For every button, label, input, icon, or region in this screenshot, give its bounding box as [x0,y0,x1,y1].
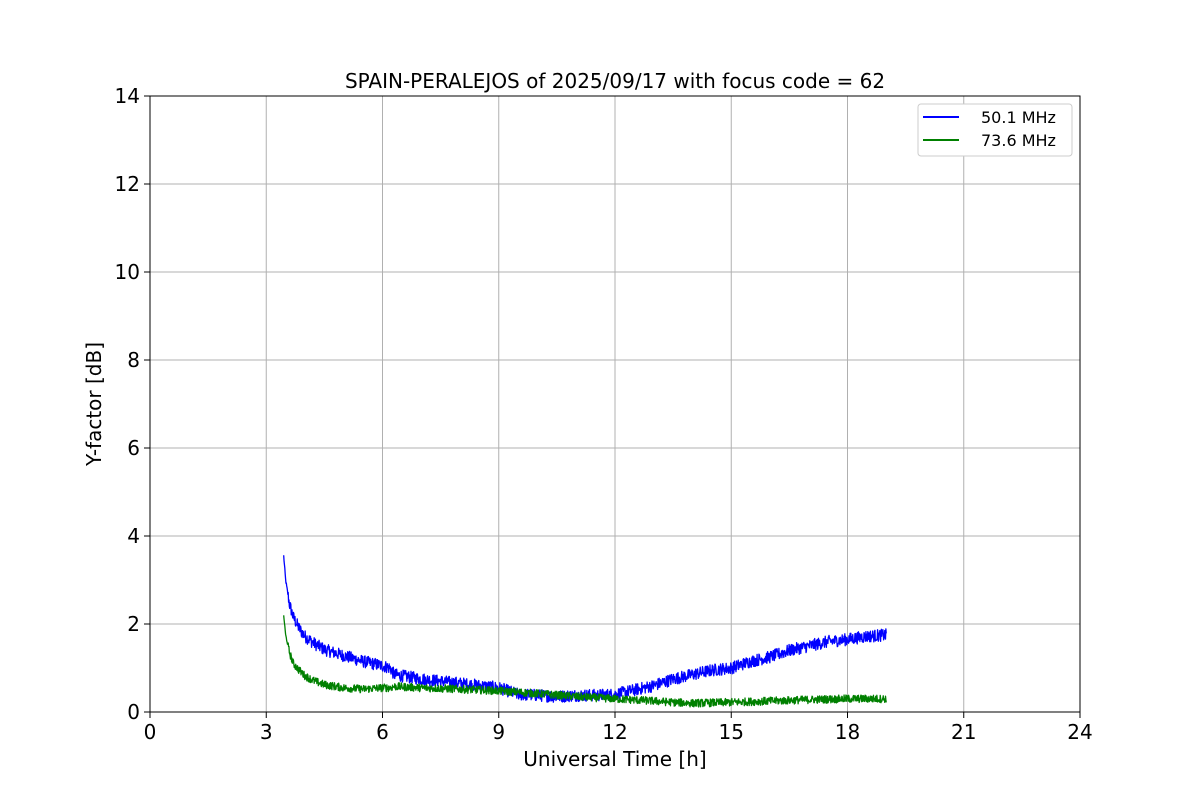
y-tick-label: 4 [127,524,140,548]
x-tick-label: 15 [719,720,744,744]
x-tick-label: 3 [260,720,273,744]
legend-label: 73.6 MHz [981,131,1056,150]
x-axis-label: Universal Time [h] [523,747,706,771]
chart-title: SPAIN-PERALEJOS of 2025/09/17 with focus… [345,69,885,93]
x-tick-label: 0 [144,720,157,744]
legend: 50.1 MHz 73.6 MHz [917,103,1073,157]
y-tick-label: 2 [127,612,140,636]
series-1 [283,615,887,708]
y-axis-label: Y-factor [dB] [82,342,106,467]
series-line [283,555,887,703]
y-tick-label: 14 [115,84,140,108]
y-tick-label: 12 [115,172,140,196]
y-tick-label: 0 [127,700,140,724]
x-tick-label: 21 [951,720,976,744]
y-tick-label: 10 [115,260,140,284]
series-0 [283,555,887,703]
series-layer [283,555,887,708]
x-tick-label: 6 [376,720,389,744]
series-line [283,615,887,708]
y-tick-label: 6 [127,436,140,460]
legend-label: 50.1 MHz [981,108,1056,127]
x-tick-label: 12 [602,720,627,744]
y-axis: 0 2 4 6 8 10 12 14 [115,84,150,724]
x-axis: 0 3 6 9 12 15 18 21 24 [144,712,1093,744]
y-tick-label: 8 [127,348,140,372]
x-tick-label: 9 [492,720,505,744]
grid [149,95,1081,713]
x-tick-label: 24 [1067,720,1092,744]
x-tick-label: 18 [835,720,860,744]
